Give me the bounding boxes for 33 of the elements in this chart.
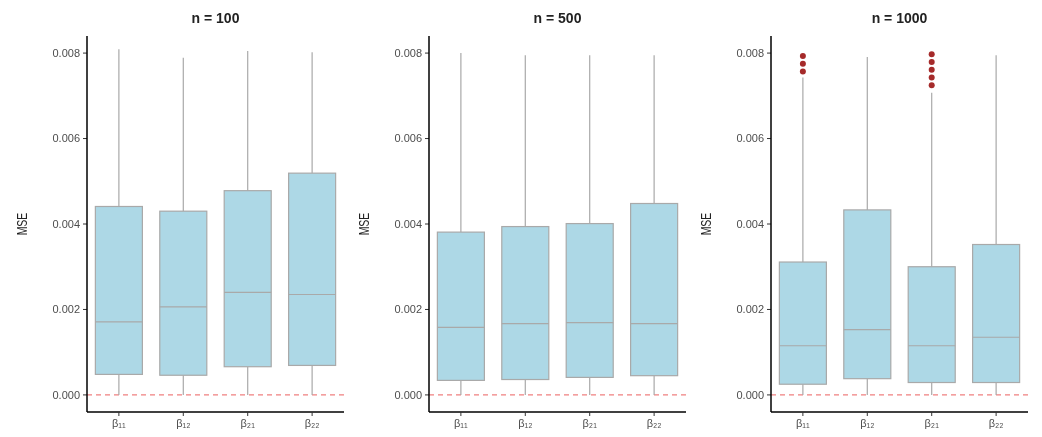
x-tick-label: β₂₁ xyxy=(240,417,256,429)
x-tick-label: β₂₂ xyxy=(646,417,662,429)
chart-title: n = 500 xyxy=(533,10,582,26)
y-tick-label: 0.002 xyxy=(52,303,80,316)
y-tick-label: 0.004 xyxy=(736,217,764,230)
y-tick-label: 0.004 xyxy=(394,217,422,230)
x-tick-label: β₁₁ xyxy=(454,417,469,429)
y-axis-title: MSE xyxy=(356,212,373,236)
x-tick-label: β₁₁ xyxy=(796,417,811,429)
y-tick-label: 0.008 xyxy=(394,46,422,59)
y-tick-label: 0.008 xyxy=(52,46,80,59)
y-axis-title: MSE xyxy=(698,212,715,236)
y-axis-title: MSE xyxy=(14,212,31,236)
y-tick-label: 0.006 xyxy=(52,132,80,145)
y-tick-label: 0.000 xyxy=(394,388,422,401)
x-tick-label: β₁₂ xyxy=(176,417,191,429)
y-tick-label: 0.002 xyxy=(394,303,422,316)
y-tick-label: 0.008 xyxy=(736,46,764,59)
y-tick-label: 0.000 xyxy=(52,388,80,401)
y-tick-label: 0.000 xyxy=(736,388,764,401)
x-tick-label: β₁₂ xyxy=(860,417,875,429)
x-tick-label: β₂₁ xyxy=(582,417,598,429)
y-tick-label: 0.002 xyxy=(736,303,764,316)
x-tick-label: β₁₂ xyxy=(518,417,533,429)
y-tick-label: 0.004 xyxy=(52,217,80,230)
x-tick-label: β₂₂ xyxy=(988,417,1004,429)
x-tick-label: β₂₁ xyxy=(924,417,940,429)
y-tick-label: 0.006 xyxy=(394,132,422,145)
chart-title: n = 100 xyxy=(191,10,240,26)
x-tick-label: β₁₁ xyxy=(112,417,127,429)
chart-title: n = 1000 xyxy=(871,10,928,26)
x-tick-label: β₂₂ xyxy=(304,417,320,429)
y-tick-label: 0.006 xyxy=(736,132,764,145)
